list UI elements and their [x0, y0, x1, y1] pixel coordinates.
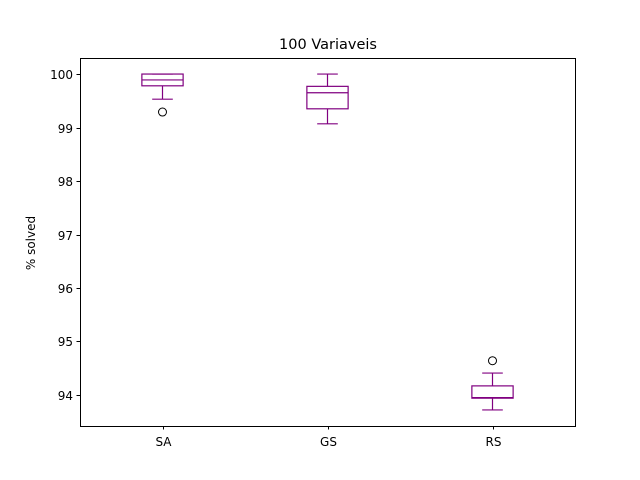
y-tick-label: 98 — [58, 175, 73, 189]
plot-frame — [80, 58, 576, 427]
plot-area: 94 95 96 97 98 99 100 SA GS RS — [50, 68, 514, 449]
x-tick-label: SA — [155, 435, 172, 449]
x-tick-label: RS — [486, 435, 502, 449]
y-tick-label: 99 — [58, 122, 73, 136]
y-tick-label: 95 — [58, 335, 73, 349]
outlier-point — [158, 107, 167, 117]
y-tick-label: 97 — [58, 229, 73, 243]
y-tick-label: 96 — [58, 282, 73, 296]
y-tick-label: 100 — [50, 68, 73, 82]
y-axis-label: % solved — [24, 216, 38, 270]
y-tick-label: 94 — [58, 389, 73, 403]
x-tick-label: GS — [320, 435, 337, 449]
outlier-point — [488, 356, 497, 366]
box-iqr — [306, 85, 349, 110]
box-iqr — [471, 385, 514, 399]
chart-title: 100 Variaveis — [279, 37, 377, 53]
